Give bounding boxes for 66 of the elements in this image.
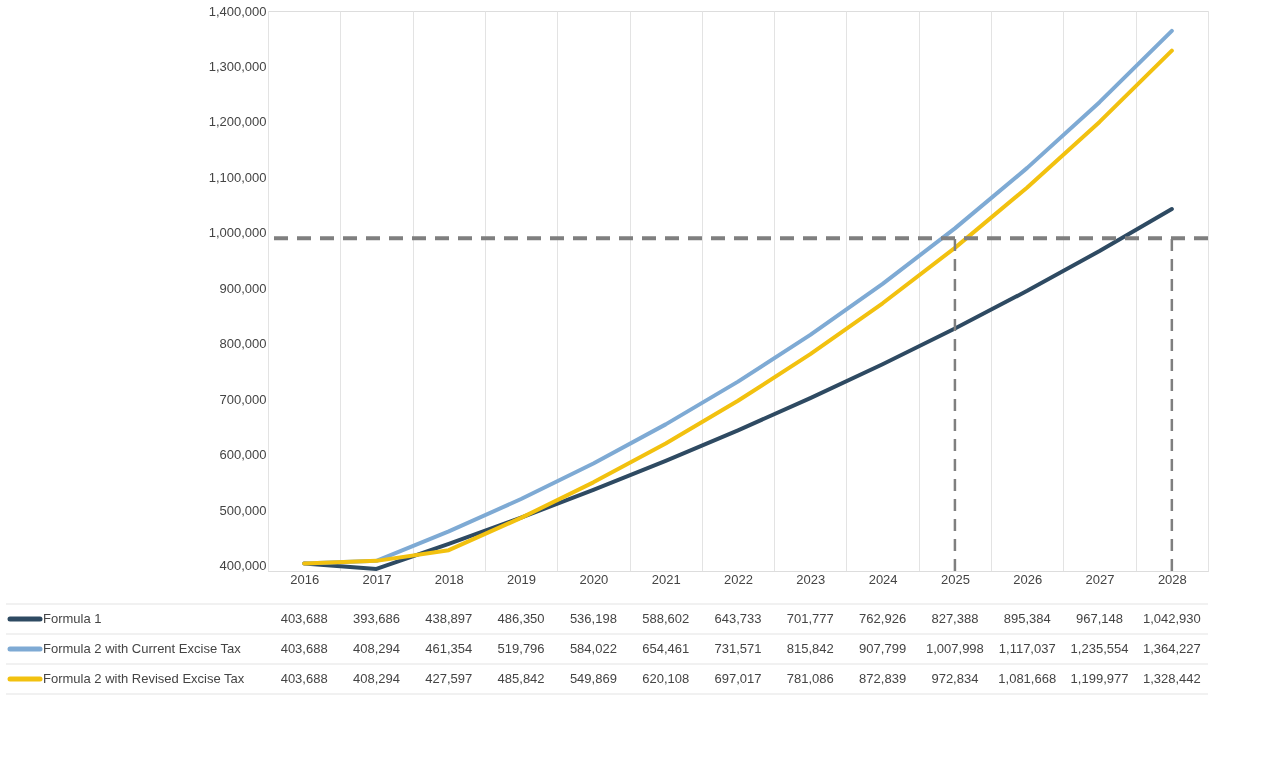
y-tick-label: 1,100,000 <box>208 169 267 185</box>
y-tick-label: 1,400,000 <box>208 3 267 19</box>
x-tick-label: 2026 <box>1013 571 1043 587</box>
text: 536,198 <box>569 611 617 626</box>
text: 403,688 <box>280 641 328 656</box>
y-tick-label: 700,000 <box>219 391 267 407</box>
text: 972,834 <box>931 671 979 686</box>
text: 967,148 <box>1076 611 1124 626</box>
text: 781,086 <box>786 671 834 686</box>
text: 1,042,930 <box>1142 611 1201 626</box>
text: 827,388 <box>931 611 979 626</box>
x-tick-label: 2023 <box>796 571 826 587</box>
text: 403,688 <box>280 671 328 686</box>
text: 549,869 <box>569 671 617 686</box>
x-tick-label: 2028 <box>1157 571 1187 587</box>
legend-label: Formula 2 with Revised Excise Tax <box>43 671 245 686</box>
text: 519,796 <box>497 641 545 656</box>
text: 1,328,442 <box>1142 671 1201 686</box>
text: 731,571 <box>714 641 762 656</box>
text: 1,117,037 <box>998 641 1056 656</box>
text: 643,733 <box>714 611 762 626</box>
text: 1,235,554 <box>1070 641 1129 656</box>
x-tick-label: 2022 <box>724 571 753 587</box>
text: 620,108 <box>642 671 690 686</box>
text: 1,364,227 <box>1142 641 1201 656</box>
text: 588,602 <box>642 611 690 626</box>
text: 427,597 <box>425 671 473 686</box>
text: 408,294 <box>352 671 400 686</box>
text: 1,081,668 <box>998 671 1057 686</box>
x-tick-label: 2019 <box>507 571 537 587</box>
y-tick-label: 400,000 <box>219 557 267 573</box>
text: 654,461 <box>642 641 690 656</box>
text: 872,839 <box>859 671 907 686</box>
text: 907,799 <box>859 641 907 656</box>
text: 408,294 <box>352 641 400 656</box>
text: 762,926 <box>859 611 907 626</box>
y-tick-label: 900,000 <box>219 280 267 296</box>
text: 438,897 <box>425 611 473 626</box>
legend-label: Formula 2 with Current Excise Tax <box>43 641 242 656</box>
text: 1,199,977 <box>1070 671 1129 686</box>
y-tick-label: 500,000 <box>219 502 267 518</box>
x-tick-label: 2024 <box>868 571 898 587</box>
x-tick-label: 2020 <box>579 571 609 587</box>
text: 1,007,998 <box>926 641 984 656</box>
y-tick-label: 1,200,000 <box>208 114 267 130</box>
x-tick-label: 2017 <box>362 571 392 587</box>
x-tick-label: 2025 <box>940 571 970 587</box>
text: 815,842 <box>786 641 834 656</box>
y-tick-label: 800,000 <box>219 336 267 352</box>
x-tick-label: 2027 <box>1085 571 1115 587</box>
text: 584,022 <box>569 641 617 656</box>
text: 403,688 <box>280 611 328 626</box>
x-tick-label: 2021 <box>651 571 681 587</box>
x-tick-label: 2016 <box>290 571 320 587</box>
text: 895,384 <box>1003 611 1051 626</box>
text: 485,842 <box>497 671 545 686</box>
text: 393,686 <box>352 611 400 626</box>
legend-label: Formula 1 <box>43 611 102 626</box>
text: 697,017 <box>714 671 762 686</box>
text: 461,354 <box>425 641 473 656</box>
text: 701,777 <box>786 611 834 626</box>
text: 486,350 <box>497 611 545 626</box>
y-tick-label: 1,000,000 <box>208 225 267 241</box>
y-tick-label: 1,300,000 <box>208 58 267 74</box>
y-tick-label: 600,000 <box>219 447 267 463</box>
x-tick-label: 2018 <box>434 571 464 587</box>
